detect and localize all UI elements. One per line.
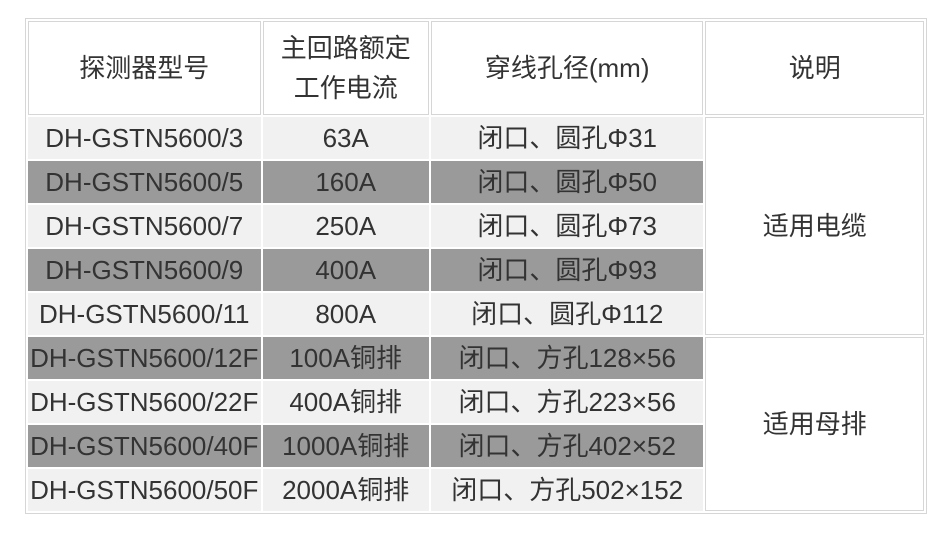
current-cell: 100A铜排 [262, 337, 429, 379]
current-cell: 400A铜排 [262, 381, 429, 423]
table-body: DH-GSTN5600/3 63A 闭口、圆孔Φ31 适用电缆 DH-GSTN5… [28, 117, 924, 511]
current-cell: 400A [262, 249, 429, 291]
table-row: DH-GSTN5600/12F 100A铜排 闭口、方孔128×56 适用母排 [28, 337, 924, 511]
current-cell: 250A [262, 205, 429, 247]
table-row: DH-GSTN5600/50F 2000A铜排 闭口、方孔502×152 [28, 469, 924, 511]
table-row: DH-GSTN5600/5 160A 闭口、圆孔Φ50 [28, 161, 924, 203]
note-cell-cable: 适用电缆 [705, 117, 924, 335]
aperture-cell: 闭口、方孔402×52 [430, 425, 704, 467]
table-row: DH-GSTN5600/11 800A 闭口、圆孔Φ112 [28, 293, 924, 335]
aperture-cell: 闭口、方孔502×152 [430, 469, 704, 511]
model-cell: DH-GSTN5600/3 [28, 117, 261, 159]
model-cell: DH-GSTN5600/5 [28, 161, 261, 203]
col-header-note: 说明 [705, 21, 924, 115]
table-row: DH-GSTN5600/22F 400A铜排 闭口、方孔223×56 [28, 381, 924, 423]
table-header: 探测器型号 主回路额定 工作电流 穿线孔径(mm) 说明 [28, 21, 924, 115]
model-cell: DH-GSTN5600/12F [28, 337, 261, 379]
note-cell-busbar: 适用母排 [705, 337, 924, 511]
col-header-model: 探测器型号 [28, 21, 261, 115]
model-cell: DH-GSTN5600/11 [28, 293, 261, 335]
table-row: DH-GSTN5600/40F 1000A铜排 闭口、方孔402×52 [28, 425, 924, 467]
current-cell: 2000A铜排 [262, 469, 429, 511]
aperture-cell: 闭口、圆孔Φ31 [430, 117, 704, 159]
aperture-cell: 闭口、方孔128×56 [430, 337, 704, 379]
aperture-cell: 闭口、圆孔Φ50 [430, 161, 704, 203]
model-cell: DH-GSTN5600/22F [28, 381, 261, 423]
current-cell: 800A [262, 293, 429, 335]
aperture-cell: 闭口、圆孔Φ93 [430, 249, 704, 291]
table-row: DH-GSTN5600/3 63A 闭口、圆孔Φ31 适用电缆 [28, 117, 924, 335]
current-cell: 1000A铜排 [262, 425, 429, 467]
table-row: DH-GSTN5600/7 250A 闭口、圆孔Φ73 [28, 205, 924, 247]
model-cell: DH-GSTN5600/40F [28, 425, 261, 467]
col-header-aperture: 穿线孔径(mm) [430, 21, 704, 115]
current-cell: 63A [262, 117, 429, 159]
table-row: DH-GSTN5600/9 400A 闭口、圆孔Φ93 [28, 249, 924, 291]
aperture-cell: 闭口、方孔223×56 [430, 381, 704, 423]
aperture-cell: 闭口、圆孔Φ112 [430, 293, 704, 335]
model-cell: DH-GSTN5600/9 [28, 249, 261, 291]
model-cell: DH-GSTN5600/7 [28, 205, 261, 247]
aperture-cell: 闭口、圆孔Φ73 [430, 205, 704, 247]
detector-spec-table: 探测器型号 主回路额定 工作电流 穿线孔径(mm) 说明 DH-GSTN5600… [25, 18, 927, 514]
col-header-current: 主回路额定 工作电流 [262, 21, 429, 115]
model-cell: DH-GSTN5600/50F [28, 469, 261, 511]
header-row: 探测器型号 主回路额定 工作电流 穿线孔径(mm) 说明 [28, 21, 924, 115]
current-cell: 160A [262, 161, 429, 203]
